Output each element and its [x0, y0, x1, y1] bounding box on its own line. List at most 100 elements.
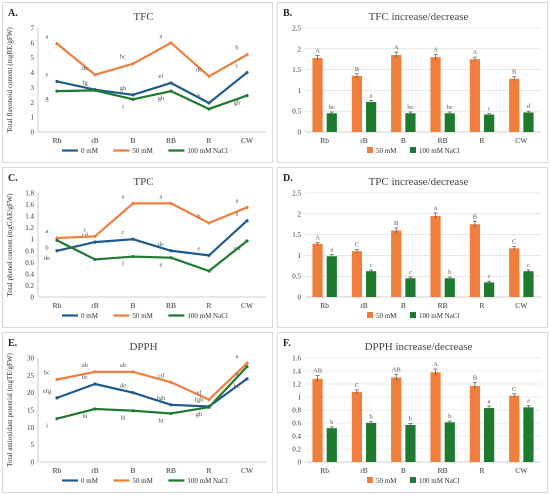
- significance-letter: hi: [120, 415, 125, 422]
- significance-letter: bc: [82, 374, 88, 381]
- significance-letter: a: [527, 397, 530, 404]
- bar: [444, 278, 455, 297]
- x-tick-label: CW: [241, 466, 254, 475]
- panel-4: D. TPC increase/decrease 0 0.5 1 1.5 2 2.5 Rb rB B…: [277, 167, 548, 328]
- bar: [391, 377, 402, 462]
- panel-label: F.: [283, 338, 291, 349]
- y-tick-label: 0.8: [292, 407, 301, 415]
- data-point: [169, 41, 173, 45]
- y-tick-label: 2: [31, 99, 35, 107]
- data-point: [131, 201, 135, 205]
- y-tick-label: 1.5: [292, 66, 301, 74]
- y-tick-label: 0: [31, 129, 35, 137]
- significance-letter: a: [236, 353, 239, 360]
- data-point: [169, 380, 173, 384]
- y-tick-label: 0.2: [292, 446, 301, 454]
- data-point: [245, 205, 249, 210]
- legend-label: 100 mM NaCl: [419, 147, 460, 155]
- data-point: [245, 365, 249, 369]
- legend-label: 0 mM: [81, 147, 99, 155]
- legend-swatch: [410, 477, 416, 483]
- significance-letter: bc: [44, 369, 50, 376]
- data-point: [245, 53, 249, 57]
- x-tick-label: B: [130, 466, 135, 475]
- significance-letter: cd: [82, 232, 89, 239]
- x-tick-label: CW: [515, 301, 528, 310]
- significance-letter: a: [160, 33, 163, 40]
- x-tick-label: rB: [360, 136, 368, 145]
- significance-letter: h: [197, 93, 201, 100]
- significance-letter: a: [370, 92, 373, 99]
- data-point: [207, 101, 211, 105]
- bar: [430, 372, 441, 462]
- x-tick-label: Rb: [53, 466, 62, 475]
- significance-letter: B: [394, 220, 399, 227]
- y-tick-label: 30: [27, 355, 35, 363]
- data-point: [55, 236, 59, 240]
- legend-label: 100 mM NaCl: [187, 477, 228, 485]
- significance-letter: b: [448, 413, 451, 420]
- significance-letter: i: [46, 423, 48, 430]
- bar: [391, 230, 402, 297]
- data-point: [55, 377, 59, 382]
- x-tick-label: RB: [166, 466, 176, 475]
- data-point: [245, 219, 249, 223]
- data-point: [131, 237, 135, 241]
- significance-letter: B: [473, 375, 478, 382]
- y-tick-label: 1: [298, 394, 302, 402]
- y-tick-label: 25: [27, 372, 35, 380]
- data-point: [131, 370, 135, 374]
- significance-letter: b: [235, 45, 238, 52]
- bar: [405, 113, 416, 132]
- data-point: [93, 382, 97, 386]
- legend-swatch: [410, 147, 416, 153]
- data-point: [93, 73, 97, 77]
- x-tick-label: Rb: [53, 136, 62, 145]
- significance-letter: de: [196, 66, 202, 73]
- panel-6: F. DPPH increase/decrease 0 0.2 0.4 0.6 0.8 1 1.…: [277, 332, 548, 493]
- data-point: [169, 411, 173, 416]
- series-line-2: [56, 362, 248, 401]
- significance-letter: fgh: [157, 395, 166, 402]
- x-tick-label: B: [401, 136, 406, 145]
- x-tick-label: R: [206, 301, 211, 310]
- bar: [430, 215, 441, 297]
- significance-letter: C: [512, 386, 516, 393]
- significance-letter: B: [473, 213, 478, 220]
- series-line-1: [56, 71, 248, 105]
- y-tick-label: 0: [31, 459, 35, 467]
- data-point: [207, 74, 211, 78]
- significance-letter: a: [46, 228, 49, 235]
- x-tick-label: R: [206, 466, 211, 475]
- significance-letter: A: [473, 49, 478, 56]
- series-line-2: [56, 41, 248, 78]
- data-point: [169, 249, 173, 253]
- panel-border: [2, 332, 273, 493]
- significance-letter: a: [330, 247, 333, 254]
- data-point: [55, 89, 59, 93]
- data-point: [169, 89, 173, 93]
- legend-label: 50 mM: [376, 147, 397, 155]
- y-tick-label: 0: [31, 294, 35, 302]
- significance-letter: c: [527, 262, 530, 269]
- x-tick-label: CW: [241, 301, 254, 310]
- bar: [405, 424, 416, 462]
- legend-label: 0 mM: [81, 477, 99, 485]
- significance-letter: B: [355, 66, 360, 73]
- panel-border: [2, 167, 273, 328]
- bar: [523, 271, 534, 297]
- data-point: [245, 94, 249, 98]
- bar: [469, 385, 480, 462]
- x-tick-label: R: [479, 136, 484, 145]
- legend-label: 0 mM: [81, 312, 99, 320]
- y-tick-label: 10: [27, 424, 35, 432]
- y-tick-label: 1: [31, 236, 35, 244]
- y-tick-label: 2.5: [292, 25, 301, 33]
- bar: [366, 271, 377, 297]
- significance-letter: a: [122, 193, 125, 200]
- y-tick-label: 1.4: [292, 368, 301, 376]
- bar: [312, 57, 323, 133]
- significance-letter: de: [158, 241, 164, 248]
- bar: [469, 59, 480, 133]
- data-point: [169, 403, 173, 407]
